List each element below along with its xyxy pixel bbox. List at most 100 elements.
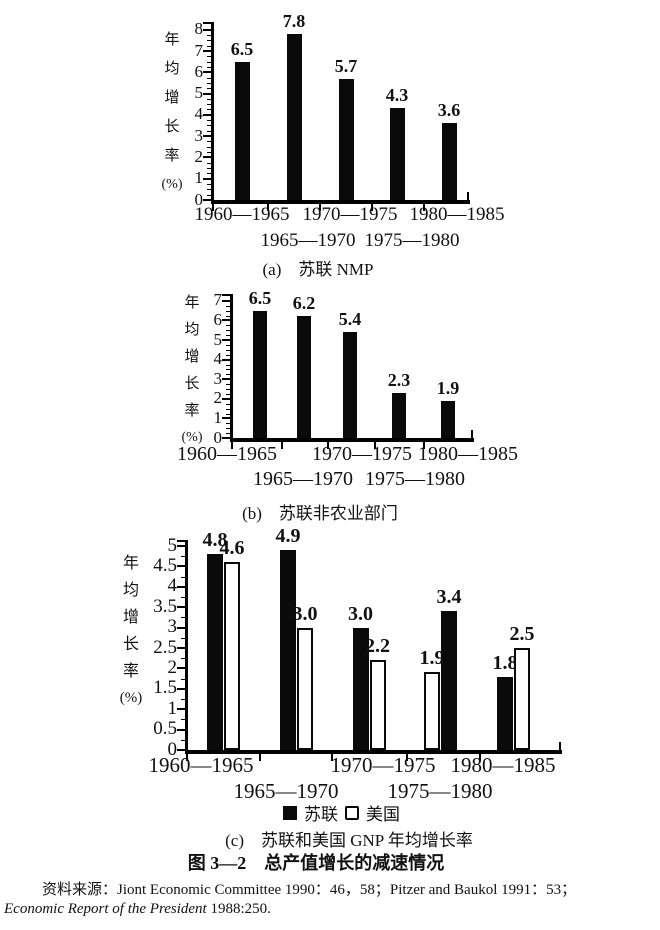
y-major-tick [222,397,231,400]
y-axis-cap-tick [203,22,212,24]
y-minor-tick [226,423,231,425]
y-minor-tick [226,413,231,415]
x-category-label: 1970—1975 [312,443,412,465]
y-minor-tick [226,393,231,395]
x-category-label: 1970—1975 [330,753,436,777]
y-axis-title-char: 均 [164,61,180,77]
y-minor-tick [207,34,212,36]
y-axis-title-char: 增 [184,349,200,365]
y-tick-label: 4.5 [153,554,177,576]
y-tick-label: 6 [194,61,204,81]
y-major-tick [222,437,231,439]
y-tick-label: 0 [167,738,178,760]
x-category-label: 1975—1980 [387,779,493,803]
y-axis [230,294,233,441]
y-minor-tick [207,77,212,79]
x-boundary-tick [331,753,333,761]
y-tick-label: 3 [213,368,223,388]
y-tick-label: 3 [167,616,178,638]
y-tick-label: 3.5 [153,595,177,617]
bar-soviet [207,554,223,750]
x-category-label: 1975—1980 [364,230,460,251]
bar-value-label: 7.8 [282,10,306,31]
y-minor-tick [207,66,212,68]
y-minor-tick [207,184,212,186]
y-minor-tick [207,141,212,143]
source-line-1: 资料来源：Jiont Economic Committee 1990：46，58… [42,882,577,898]
y-minor-tick [226,325,231,327]
y-major-tick [203,92,212,95]
y-minor-tick [207,168,212,170]
y-minor-tick [226,389,231,390]
x-boundary-tick [559,742,561,750]
y-major-tick [222,358,231,361]
x-category-label: 1980—1985 [450,753,556,777]
source-line-2: Economic Report of the President 1988:25… [4,901,271,918]
y-tick-label: 0.5 [153,718,177,740]
y-axis-title-char: 率 [122,663,140,680]
y-axis-title-char: 年 [122,555,140,572]
y-tick-label: 2.5 [153,636,177,658]
x-category-label: 1960—1965 [194,204,290,225]
y-tick-label: 1 [213,408,223,428]
bar-value-label: 2.5 [509,623,535,645]
x-boundary-tick [327,441,329,449]
bar-soviet [338,78,354,200]
bar-value-label: 5.4 [338,309,362,330]
y-major-tick [222,417,231,420]
y-minor-tick [181,739,186,741]
y-tick-label: 7 [213,290,223,310]
y-minor-tick [207,40,212,42]
y-tick-label: 3 [194,125,204,145]
y-minor-tick [207,109,212,111]
y-major-tick [177,585,186,588]
y-tick-label: 4 [167,575,178,597]
y-minor-tick [207,45,212,47]
y-major-tick [177,667,186,670]
y-minor-tick [226,305,231,307]
y-tick-label: 4 [194,104,204,124]
y-tick-label: 1 [194,168,204,188]
x-category-label: 1975—1980 [365,468,465,490]
y-tick-label: 0 [213,427,223,447]
y-major-tick [177,749,186,751]
y-major-tick [203,113,212,116]
y-tick-label: 5 [213,329,223,349]
chart-c-caption: (c) 苏联和美国 GNP 年均增长率 [225,831,473,850]
y-minor-tick [226,335,231,337]
y-tick-label: 1.5 [153,677,177,699]
x-boundary-tick [471,430,473,438]
y-major-tick [203,28,212,31]
x-boundary-tick [423,203,425,211]
x-boundary-tick [423,441,425,449]
bar-value-label: 2.2 [365,635,390,658]
y-tick-label: 2 [194,147,204,167]
y-minor-tick [226,403,231,405]
source-italic-title: Economic Report of the President [4,901,207,917]
y-tick-label: 6 [213,310,223,330]
y-minor-tick [226,374,231,376]
y-minor-tick [181,556,186,558]
legend-us-swatch-icon [345,805,359,820]
x-category-label: 1965—1970 [260,230,356,251]
y-major-tick [177,545,186,547]
x-boundary-tick [259,753,261,761]
y-minor-tick [207,120,212,122]
x-axis [185,750,562,754]
y-axis-title-char: 率 [164,148,180,164]
x-boundary-tick [374,441,376,449]
y-minor-tick [207,61,212,63]
y-minor-tick [181,719,186,721]
bar-soviet [389,108,405,200]
y-axis-title-char: (%) [181,430,203,445]
y-minor-tick [181,678,186,680]
y-minor-tick [226,364,231,366]
y-axis [185,540,188,753]
source-page-ref: 1988:250. [206,901,271,917]
bar-value-label: 3.6 [437,100,461,121]
bar-soviet [343,332,357,438]
y-minor-tick [207,162,212,164]
y-major-tick [177,708,186,711]
y-axis-title-char: (%) [161,177,183,192]
